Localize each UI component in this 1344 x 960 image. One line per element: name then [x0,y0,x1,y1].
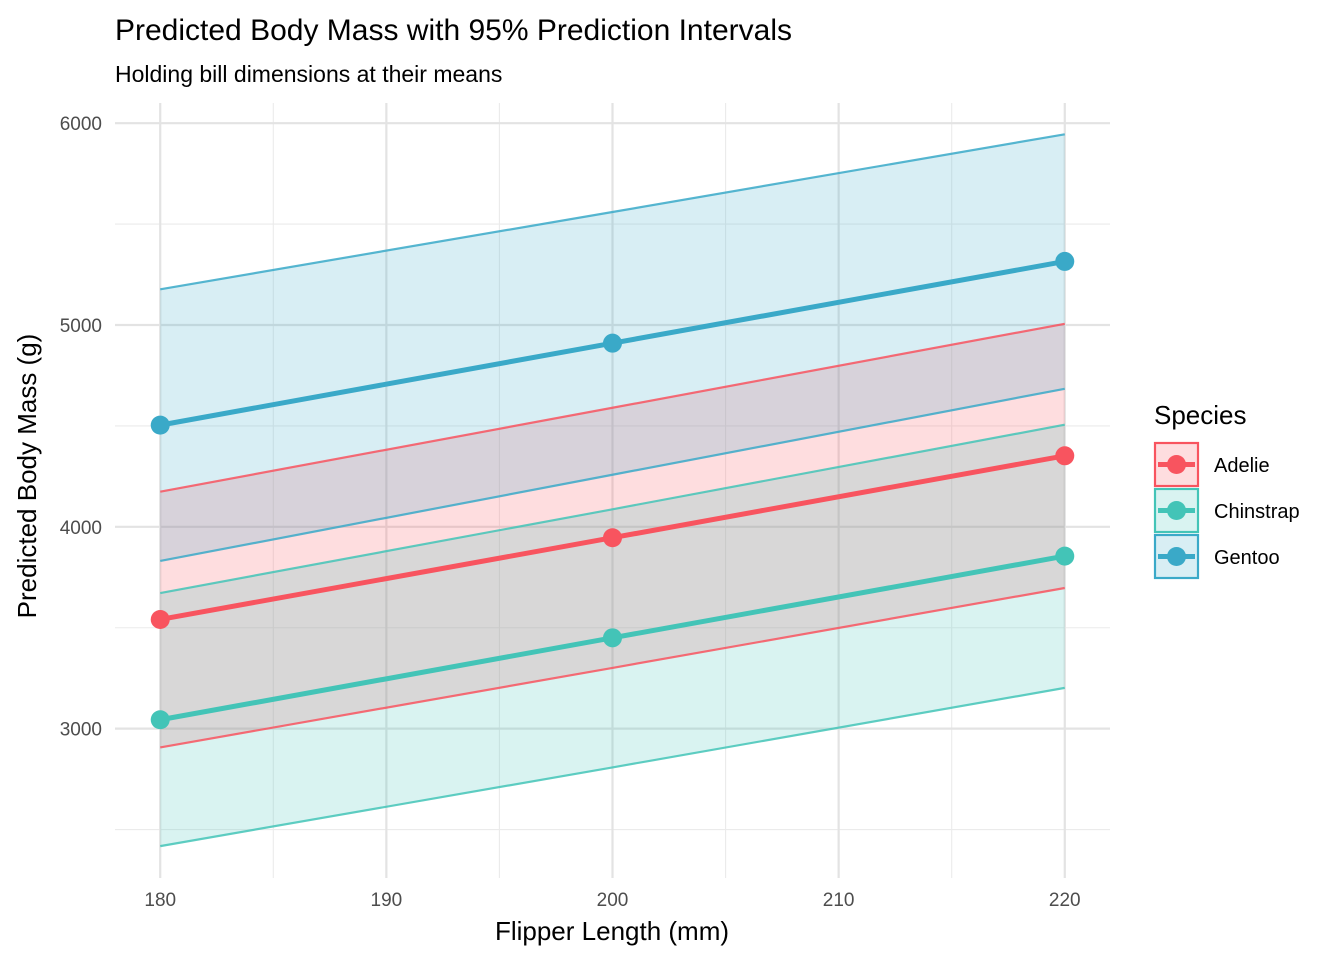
point-adelie [1055,446,1075,466]
x-axis-ticks: 180 190 200 210 220 [144,890,1080,911]
chart-subtitle: Holding bill dimensions at their means [115,61,502,87]
point-chinstrap [150,710,170,730]
x-tick-label: 180 [144,890,176,911]
chart-title: Predicted Body Mass with 95% Prediction … [115,14,792,47]
legend-title: Species [1154,400,1247,430]
lower-bound-chinstrap [160,686,1065,848]
y-axis-label: Predicted Body Mass (g) [12,334,42,619]
legend-point-adelie [1167,455,1186,474]
prediction-intervals [160,133,1065,848]
lower-bound-adelie [160,586,1065,749]
legend-label-adelie: Adelie [1214,455,1270,477]
legend-point-gentoo [1167,547,1186,566]
point-adelie [603,528,622,548]
x-tick-label: 220 [1049,890,1081,911]
legend: Species Adelie Chinstrap Gentoo [1153,400,1300,580]
x-tick-label: 200 [597,890,629,911]
x-tick-label: 190 [371,890,403,911]
y-tick-label: 5000 [60,316,102,337]
series-points [150,251,1075,730]
x-tick-label: 210 [823,890,855,911]
point-chinstrap [603,628,622,648]
upper-bound-adelie [160,322,1065,493]
legend-label-gentoo: Gentoo [1214,547,1280,569]
point-gentoo [603,333,622,353]
y-axis-ticks: 3000 4000 5000 6000 [60,114,102,740]
y-tick-label: 3000 [60,720,102,741]
point-chinstrap [1055,546,1075,566]
point-gentoo [150,415,170,435]
upper-bound-gentoo [160,133,1065,291]
x-axis-label: Flipper Length (mm) [495,916,729,946]
y-tick-label: 6000 [60,114,102,135]
legend-point-chinstrap [1167,501,1186,520]
point-adelie [150,609,170,629]
y-tick-label: 4000 [60,518,102,539]
point-gentoo [1055,251,1075,271]
lower-bound-gentoo [160,387,1065,563]
grid [115,103,1110,878]
upper-bound-chinstrap [160,423,1065,595]
legend-label-chinstrap: Chinstrap [1214,501,1300,523]
